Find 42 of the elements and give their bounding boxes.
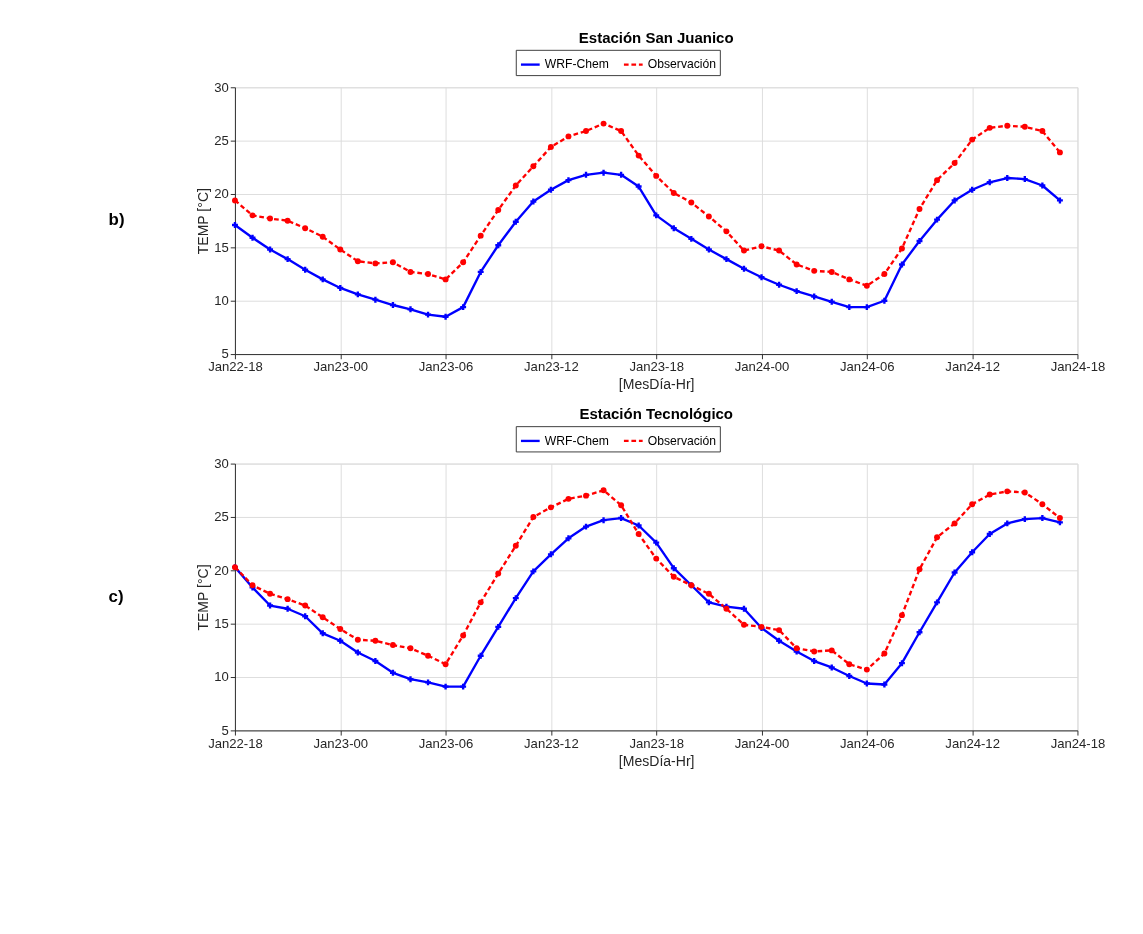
x-tick-label: Jan24-12 [945, 735, 1000, 751]
y-tick-label: 20 [214, 562, 229, 578]
x-tick-label: Jan23-06 [418, 735, 474, 751]
x-tick-label: Jan23-06 [418, 359, 474, 375]
y-axis-title: TEMP [°C] [194, 564, 211, 631]
x-tick-label: Jan23-00 [313, 735, 369, 751]
x-tick-label: Jan23-12 [524, 359, 579, 375]
x-tick-label: Jan24-00 [734, 735, 790, 751]
legend-label: Observación [647, 433, 717, 448]
y-tick-label: 10 [214, 669, 229, 685]
text: b) [108, 210, 125, 230]
x-tick-label: Jan22-18 [208, 359, 263, 375]
x-tick-label: Jan24-00 [734, 359, 790, 375]
x-tick-label: Jan24-06 [840, 359, 895, 375]
text: c) [108, 586, 124, 606]
x-axis-title: [MesDía-Hr] [618, 752, 695, 769]
x-tick-label: Jan24-18 [1050, 735, 1106, 751]
x-tick-label: Jan23-12 [524, 735, 579, 751]
y-tick-label: 15 [214, 239, 229, 255]
x-axis-title: [MesDía-Hr] [618, 376, 695, 393]
legend-label: WRF-Chem [544, 57, 609, 72]
x-tick-label: Jan23-18 [629, 735, 684, 751]
x-tick-label: Jan23-00 [313, 359, 369, 375]
y-tick-label: 10 [214, 292, 229, 308]
y-tick-label: 30 [214, 79, 229, 95]
x-tick-label: Jan24-06 [840, 735, 895, 751]
legend-label: Observación [647, 57, 717, 72]
y-tick-label: 30 [214, 455, 229, 471]
legend-label: WRF-Chem [544, 433, 609, 448]
y-tick-label: 25 [214, 509, 229, 525]
y-tick-label: 15 [214, 615, 229, 631]
y-tick-label: 25 [214, 132, 229, 148]
y-axis-title: TEMP [°C] [194, 188, 211, 255]
x-tick-label: Jan24-12 [945, 359, 1000, 375]
x-tick-label: Jan22-18 [208, 735, 263, 751]
y-tick-label: 5 [221, 346, 229, 362]
x-tick-label: Jan23-18 [629, 359, 684, 375]
x-tick-label: Jan24-18 [1050, 359, 1106, 375]
y-tick-label: 5 [221, 722, 229, 738]
chart-title: Estación Tecnológico [579, 405, 734, 423]
y-tick-label: 20 [214, 186, 229, 202]
chart-title: Estación San Juanico [578, 28, 734, 46]
